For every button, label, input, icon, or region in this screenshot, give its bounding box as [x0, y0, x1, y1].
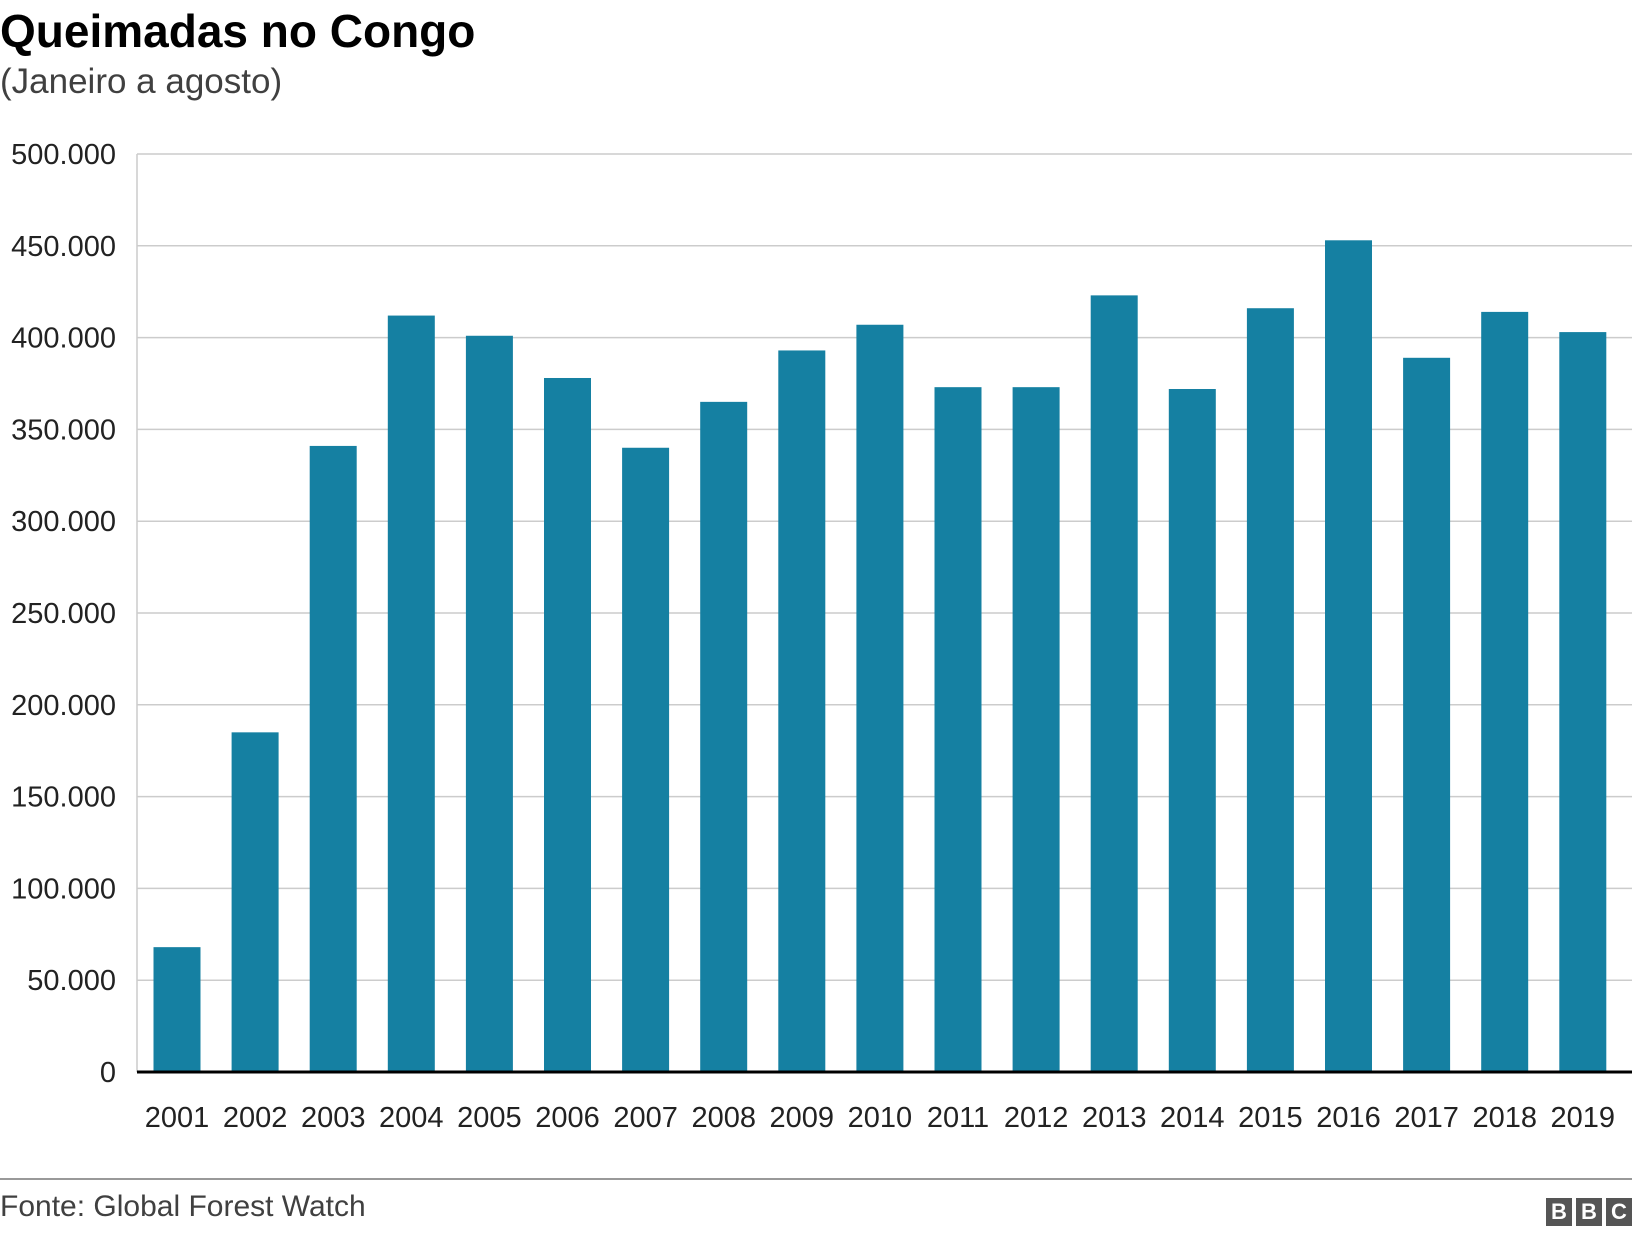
- y-tick-label: 250.000: [11, 598, 116, 630]
- logo-letter: B: [1576, 1198, 1602, 1226]
- bar-2003: [309, 445, 357, 1072]
- bbc-logo: B B C: [1546, 1198, 1632, 1226]
- bar-2008: [700, 401, 748, 1072]
- x-axis-tick-labels: 2001 2002 2003 2004 2005 2006 2007 2008 2009 2010…: [145, 1102, 1615, 1134]
- x-tick-label: 2015: [1238, 1102, 1303, 1134]
- x-tick-label: 2016: [1316, 1102, 1381, 1134]
- y-tick-label: 500.000: [11, 139, 116, 171]
- y-tick-label: 400.000: [11, 323, 116, 355]
- x-tick-label: 2005: [457, 1102, 522, 1134]
- source-note: Fonte: Global Forest Watch: [0, 1190, 366, 1223]
- x-tick-label: 2001: [145, 1102, 210, 1134]
- bar-2005: [465, 335, 513, 1072]
- chart-title: Queimadas no Congo: [0, 5, 476, 57]
- x-tick-label: 2018: [1472, 1102, 1537, 1134]
- bar-2013: [1090, 295, 1138, 1072]
- bar-2016: [1325, 240, 1372, 1072]
- x-tick-label: 2019: [1551, 1102, 1616, 1134]
- x-tick-label: 2009: [770, 1102, 835, 1134]
- chart-subtitle: (Janeiro a agosto): [0, 62, 283, 101]
- bar-2014: [1168, 389, 1216, 1072]
- y-tick-label: 0: [100, 1057, 116, 1089]
- bar-2019: [1559, 332, 1607, 1072]
- y-tick-label: 300.000: [11, 506, 116, 538]
- x-tick-label: 2006: [535, 1102, 600, 1134]
- y-tick-label: 450.000: [11, 231, 116, 263]
- bars: [153, 240, 1607, 1072]
- bar-chart: 0 50.000 100.000 150.000 200.000 250.000 300.0…: [11, 139, 1632, 1134]
- y-tick-label: 200.000: [11, 690, 116, 722]
- x-tick-label: 2017: [1394, 1102, 1459, 1134]
- x-tick-label: 2008: [691, 1102, 756, 1134]
- bar-2009: [778, 350, 826, 1072]
- x-tick-label: 2002: [223, 1102, 288, 1134]
- x-tick-label: 2010: [848, 1102, 913, 1134]
- x-tick-label: 2014: [1160, 1102, 1225, 1134]
- x-tick-label: 2013: [1082, 1102, 1147, 1134]
- x-tick-label: 2012: [1004, 1102, 1069, 1134]
- bar-2010: [856, 324, 904, 1072]
- bar-2007: [622, 447, 670, 1072]
- x-tick-label: 2003: [301, 1102, 366, 1134]
- bar-2018: [1481, 311, 1529, 1072]
- bar-2011: [934, 387, 982, 1072]
- bar-2004: [387, 315, 435, 1072]
- x-tick-label: 2007: [613, 1102, 678, 1134]
- y-tick-label: 350.000: [11, 414, 116, 446]
- bar-2017: [1403, 357, 1451, 1072]
- bar-2015: [1246, 308, 1294, 1072]
- bar-2006: [544, 377, 591, 1072]
- bar-2012: [1012, 387, 1060, 1072]
- bar-2001: [153, 947, 201, 1072]
- footer-divider: [0, 1178, 1632, 1180]
- y-tick-label: 150.000: [11, 782, 116, 814]
- x-tick-label: 2011: [927, 1102, 989, 1134]
- y-axis-tick-labels: 0 50.000 100.000 150.000 200.000 250.000 300.0…: [11, 139, 116, 1089]
- logo-letter: C: [1606, 1198, 1632, 1226]
- x-tick-label: 2004: [379, 1102, 444, 1134]
- y-tick-label: 50.000: [27, 965, 116, 997]
- logo-letter: B: [1546, 1198, 1572, 1226]
- bar-2002: [231, 732, 279, 1072]
- y-tick-label: 100.000: [11, 873, 116, 905]
